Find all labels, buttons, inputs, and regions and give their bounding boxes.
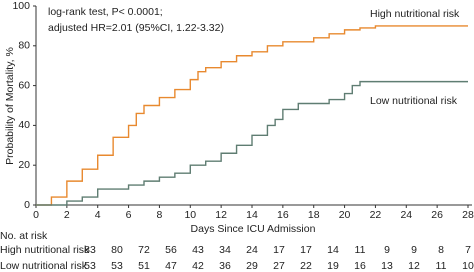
risk-count: 13	[381, 260, 393, 272]
x-tick-label: 22	[370, 209, 382, 221]
risk-count: 22	[300, 260, 312, 272]
risk-count: 56	[165, 244, 177, 256]
risk-table-title: No. at risk	[0, 230, 48, 242]
x-tick-label: 18	[308, 209, 320, 221]
step-line	[36, 25, 468, 206]
y-tick-label: 60	[18, 79, 30, 91]
x-tick-label: 14	[246, 209, 258, 221]
risk-count: 11	[436, 260, 447, 272]
risk-count: 43	[192, 244, 204, 256]
series-label: High nutritional risk	[370, 8, 460, 20]
risk-count: 8	[438, 244, 444, 256]
step-line	[36, 80, 468, 206]
risk-count: 80	[111, 244, 123, 256]
x-tick-label: 26	[431, 209, 443, 221]
x-tick-label: 12	[215, 209, 227, 221]
risk-count: 17	[273, 244, 285, 256]
x-axis-label: Days Since ICU Admission	[191, 223, 316, 235]
y-tick-label: 20	[18, 159, 30, 171]
annotation: adjusted HR=2.01 (95%CI, 1.22-3.32)	[48, 22, 224, 34]
x-tick-label: 6	[126, 209, 132, 221]
risk-count: 24	[246, 244, 258, 256]
y-tick-label: 100	[12, 0, 30, 12]
series-label: Low nutritional risk	[370, 95, 458, 107]
risk-count: 10	[462, 260, 474, 272]
risk-count: 27	[273, 260, 285, 272]
x-tick-label: 0	[33, 209, 39, 221]
x-tick-label: 16	[277, 209, 289, 221]
y-tick-label: 0	[24, 199, 30, 211]
x-tick-label: 8	[157, 209, 163, 221]
risk-count: 53	[84, 260, 96, 272]
risk-row-label: High nutritional risk	[0, 244, 90, 256]
y-tick-label: 40	[18, 119, 30, 131]
risk-count: 51	[138, 260, 150, 272]
risk-count: 42	[192, 260, 204, 272]
x-tick-label: 10	[184, 209, 196, 221]
risk-count: 11	[355, 244, 366, 256]
x-tick-label: 2	[64, 209, 70, 221]
risk-count: 53	[111, 260, 123, 272]
x-tick-label: 4	[95, 209, 101, 221]
risk-count: 12	[408, 260, 420, 272]
annotation: log-rank test, P< 0.0001;	[48, 6, 163, 18]
y-tick-label: 80	[18, 40, 30, 52]
risk-count: 29	[246, 260, 258, 272]
risk-count: 17	[300, 244, 312, 256]
risk-count: 47	[165, 260, 177, 272]
risk-row-label: Low nutritional risk	[0, 260, 88, 272]
risk-count: 9	[384, 244, 390, 256]
risk-count: 19	[327, 260, 339, 272]
risk-count: 34	[219, 244, 231, 256]
x-tick-label: 20	[339, 209, 351, 221]
risk-count: 16	[354, 260, 366, 272]
x-tick-label: 28	[462, 209, 474, 221]
risk-count: 9	[411, 244, 417, 256]
risk-count: 36	[219, 260, 231, 272]
risk-count: 14	[327, 244, 339, 256]
risk-count: 7	[465, 244, 471, 256]
x-tick-label: 24	[400, 209, 412, 221]
risk-count: 83	[84, 244, 96, 256]
y-axis-label: Probability of Mortality, %	[4, 47, 16, 165]
risk-count: 72	[138, 244, 150, 256]
